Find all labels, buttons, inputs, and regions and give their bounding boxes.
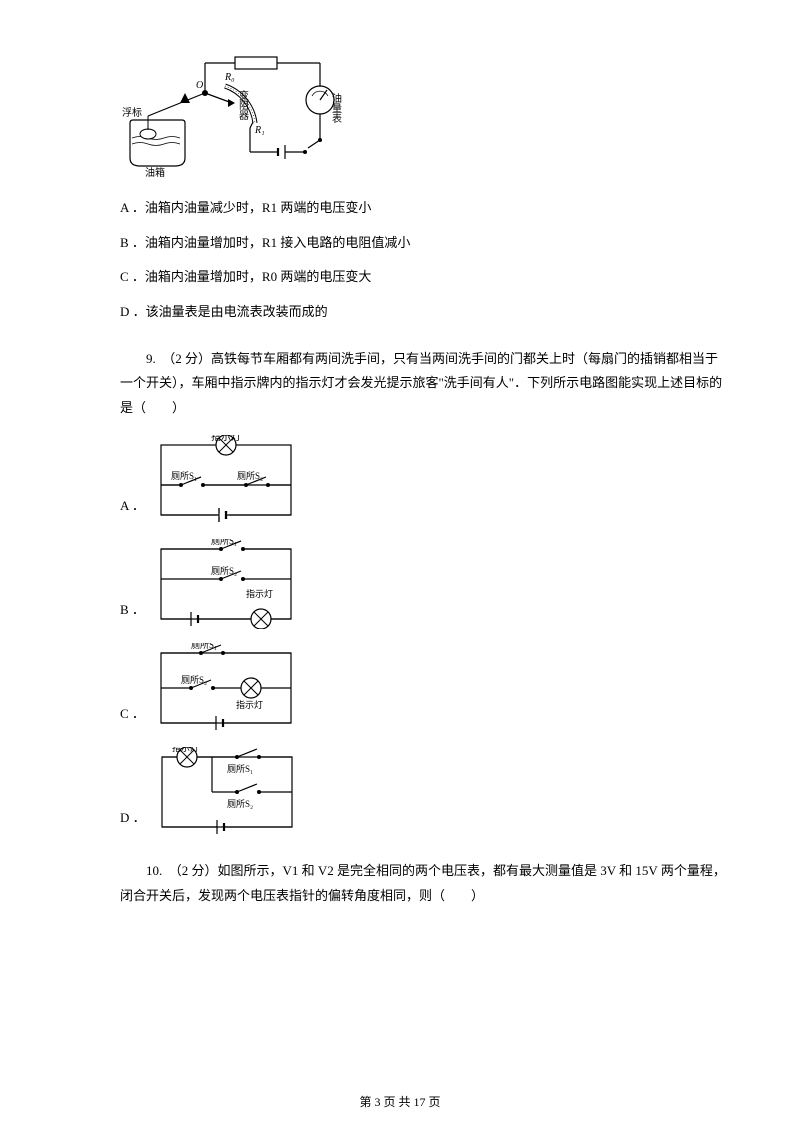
q9d-s2: 厕所S₂ [227,799,253,809]
q9a-indicator: 指示灯 [211,435,241,443]
q9-text: 9. （2 分）高铁每节车厢都有两间洗手间，只有当两间洗手间的门都关上时（每扇门… [120,347,730,421]
q8-option-D: D ．该油量表是由电流表改装而成的 [120,300,730,325]
q8-option-C: C ．油箱内油量增加时，R0 两端的电压变大 [120,265,730,290]
q9d-s1: 厕所S₁ [227,764,253,774]
q9-opt-B-letter: B ． [120,598,145,629]
q9-option-B: B ． 厕所S₁ 厕所S₂ 指示灯 [120,539,730,629]
q9b-s1: 厕所S₁ [211,539,237,546]
q9a-s2: 厕所S₂ [237,471,263,481]
label-gauge: 油量表 [330,92,342,124]
label-R0: R₀ [224,72,235,83]
q9d-indicator: 指示灯 [172,747,199,753]
q9-opt-A-letter: A ． [120,494,145,525]
q9b-indicator: 指示灯 [246,588,273,599]
label-rheostat: 变阻器 [237,89,249,121]
q9c-s1: 厕所S₁ [191,643,217,650]
q9-option-D: D ． 指示灯 厕所S₁ 厕所S₂ [120,747,730,837]
q8-diagram: 浮标 油箱 O R₀ 油量表 [120,48,730,178]
label-float: 浮标 [122,107,142,119]
q9c-s2: 厕所S₂ [181,675,207,685]
q9c-indicator: 指示灯 [236,699,263,710]
q9b-s2: 厕所S₂ [211,566,237,576]
page-footer: 第 3 页 共 17 页 [0,1091,800,1114]
q10-text: 10. （2 分）如图所示，V1 和 V2 是完全相同的两个电压表，都有最大测量… [120,859,730,908]
q9a-s1: 厕所S₁ [171,471,197,481]
q9-opt-D-letter: D ． [120,806,146,837]
label-tank: 油箱 [145,166,165,178]
q8-option-B: B ．油箱内油量增加时，R1 接入电路的电阻值减小 [120,231,730,256]
label-R1: R₁ [254,125,265,136]
q9-option-C: C ． 厕所S₁ 厕所S₂ 指示灯 [120,643,730,733]
q8-option-A: A ．油箱内油量减少时，R1 两端的电压变小 [120,196,730,221]
label-O: O [196,80,203,91]
q9-opt-C-letter: C ． [120,702,145,733]
q9-option-A: A ． 指示灯 厕所S₁ 厕所S₂ [120,435,730,525]
